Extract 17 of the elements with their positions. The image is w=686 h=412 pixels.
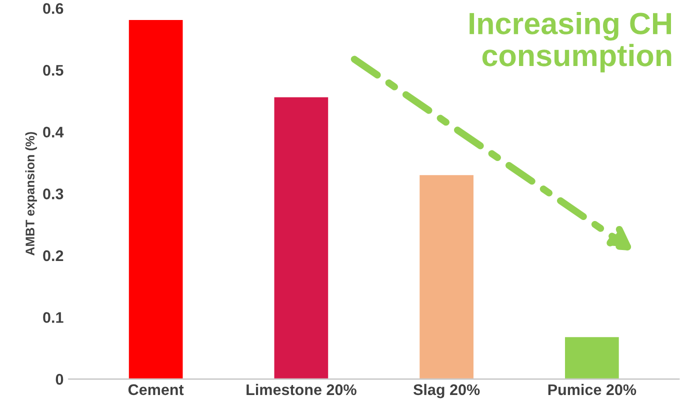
y-tick-label: 0.5 (43, 64, 64, 76)
bar (418, 174, 475, 380)
x-tick-label: Pumice 20% (548, 384, 636, 396)
y-tick-label: 0.3 (43, 188, 64, 200)
x-tick-label: Slag 20% (413, 384, 480, 398)
y-tick-label: 0 (56, 374, 64, 385)
y-tick-label: 0.1 (43, 312, 64, 323)
annotation: Increasing CH consumption (470, 12, 672, 72)
y-tick-label: 0.6 (43, 3, 64, 14)
bar (128, 18, 184, 380)
y-tick-label: 0.4 (43, 126, 64, 138)
x-tick-label: Limestone 20% (246, 384, 356, 396)
x-tick-label: Cement (128, 384, 184, 396)
y-axis-title: AMBT expansion (%) (25, 132, 37, 256)
bar (564, 336, 620, 380)
bar (272, 96, 330, 380)
y-tick-label: 0.2 (43, 250, 64, 262)
